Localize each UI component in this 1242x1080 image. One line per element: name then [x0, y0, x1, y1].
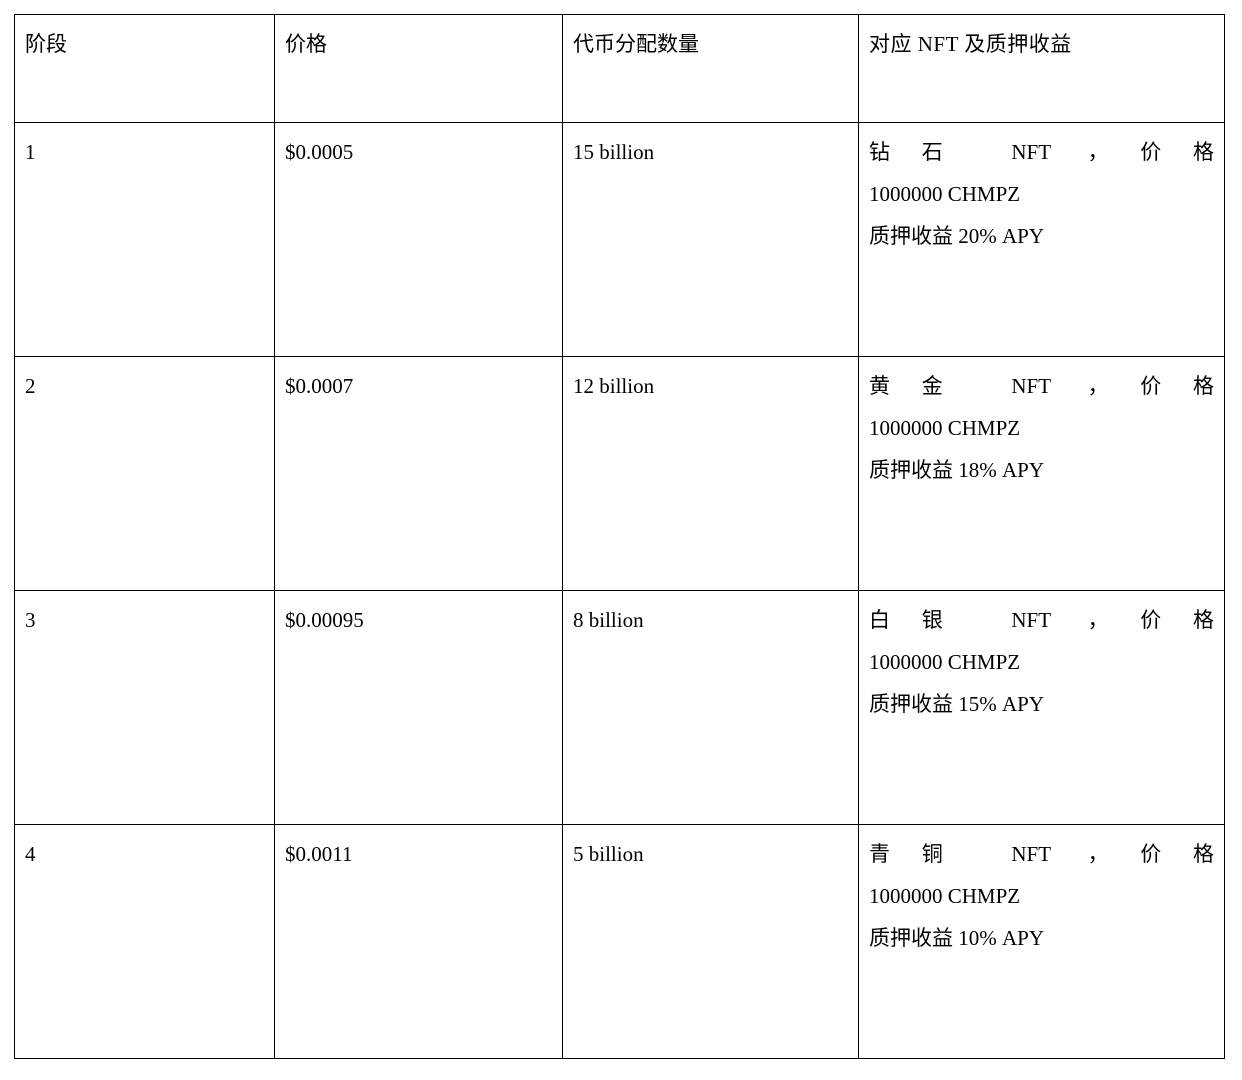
cell-nft: 白银 NFT ，价格 1000000 CHMPZ 质押收益 15% APY — [859, 591, 1225, 825]
cell-price: $0.00095 — [275, 591, 563, 825]
header-price: 价格 — [275, 15, 563, 123]
cell-price: $0.0005 — [275, 123, 563, 357]
cell-nft: 黄金 NFT ，价格 1000000 CHMPZ 质押收益 18% APY — [859, 357, 1225, 591]
nft-line2: 1000000 CHMPZ — [869, 173, 1214, 215]
cell-allocation: 15 billion — [563, 123, 859, 357]
header-nft: 对应 NFT 及质押收益 — [859, 15, 1225, 123]
nft-line2: 1000000 CHMPZ — [869, 641, 1214, 683]
token-allocation-table: 阶段 价格 代币分配数量 对应 NFT 及质押收益 1 $0.0005 15 b… — [14, 14, 1225, 1059]
cell-allocation: 8 billion — [563, 591, 859, 825]
nft-line2: 1000000 CHMPZ — [869, 875, 1214, 917]
cell-nft: 青铜 NFT ，价格 1000000 CHMPZ 质押收益 10% APY — [859, 825, 1225, 1059]
nft-line3: 质押收益 20% APY — [869, 215, 1214, 257]
cell-stage: 3 — [15, 591, 275, 825]
cell-stage: 2 — [15, 357, 275, 591]
nft-line2: 1000000 CHMPZ — [869, 407, 1214, 449]
nft-line1: 黄金 NFT ，价格 — [869, 365, 1214, 407]
table-row: 4 $0.0011 5 billion 青铜 NFT ，价格 1000000 C… — [15, 825, 1225, 1059]
nft-line3: 质押收益 18% APY — [869, 449, 1214, 491]
cell-price: $0.0007 — [275, 357, 563, 591]
header-stage: 阶段 — [15, 15, 275, 123]
cell-price: $0.0011 — [275, 825, 563, 1059]
cell-stage: 4 — [15, 825, 275, 1059]
table-row: 1 $0.0005 15 billion 钻石 NFT ，价格 1000000 … — [15, 123, 1225, 357]
nft-line1: 白银 NFT ，价格 — [869, 599, 1214, 641]
table-row: 3 $0.00095 8 billion 白银 NFT ，价格 1000000 … — [15, 591, 1225, 825]
cell-stage: 1 — [15, 123, 275, 357]
cell-allocation: 12 billion — [563, 357, 859, 591]
table-row: 2 $0.0007 12 billion 黄金 NFT ，价格 1000000 … — [15, 357, 1225, 591]
nft-line1: 青铜 NFT ，价格 — [869, 833, 1214, 875]
cell-nft: 钻石 NFT ，价格 1000000 CHMPZ 质押收益 20% APY — [859, 123, 1225, 357]
cell-allocation: 5 billion — [563, 825, 859, 1059]
table-header-row: 阶段 价格 代币分配数量 对应 NFT 及质押收益 — [15, 15, 1225, 123]
nft-line1: 钻石 NFT ，价格 — [869, 131, 1214, 173]
nft-line3: 质押收益 15% APY — [869, 683, 1214, 725]
nft-line3: 质押收益 10% APY — [869, 917, 1214, 959]
header-allocation: 代币分配数量 — [563, 15, 859, 123]
